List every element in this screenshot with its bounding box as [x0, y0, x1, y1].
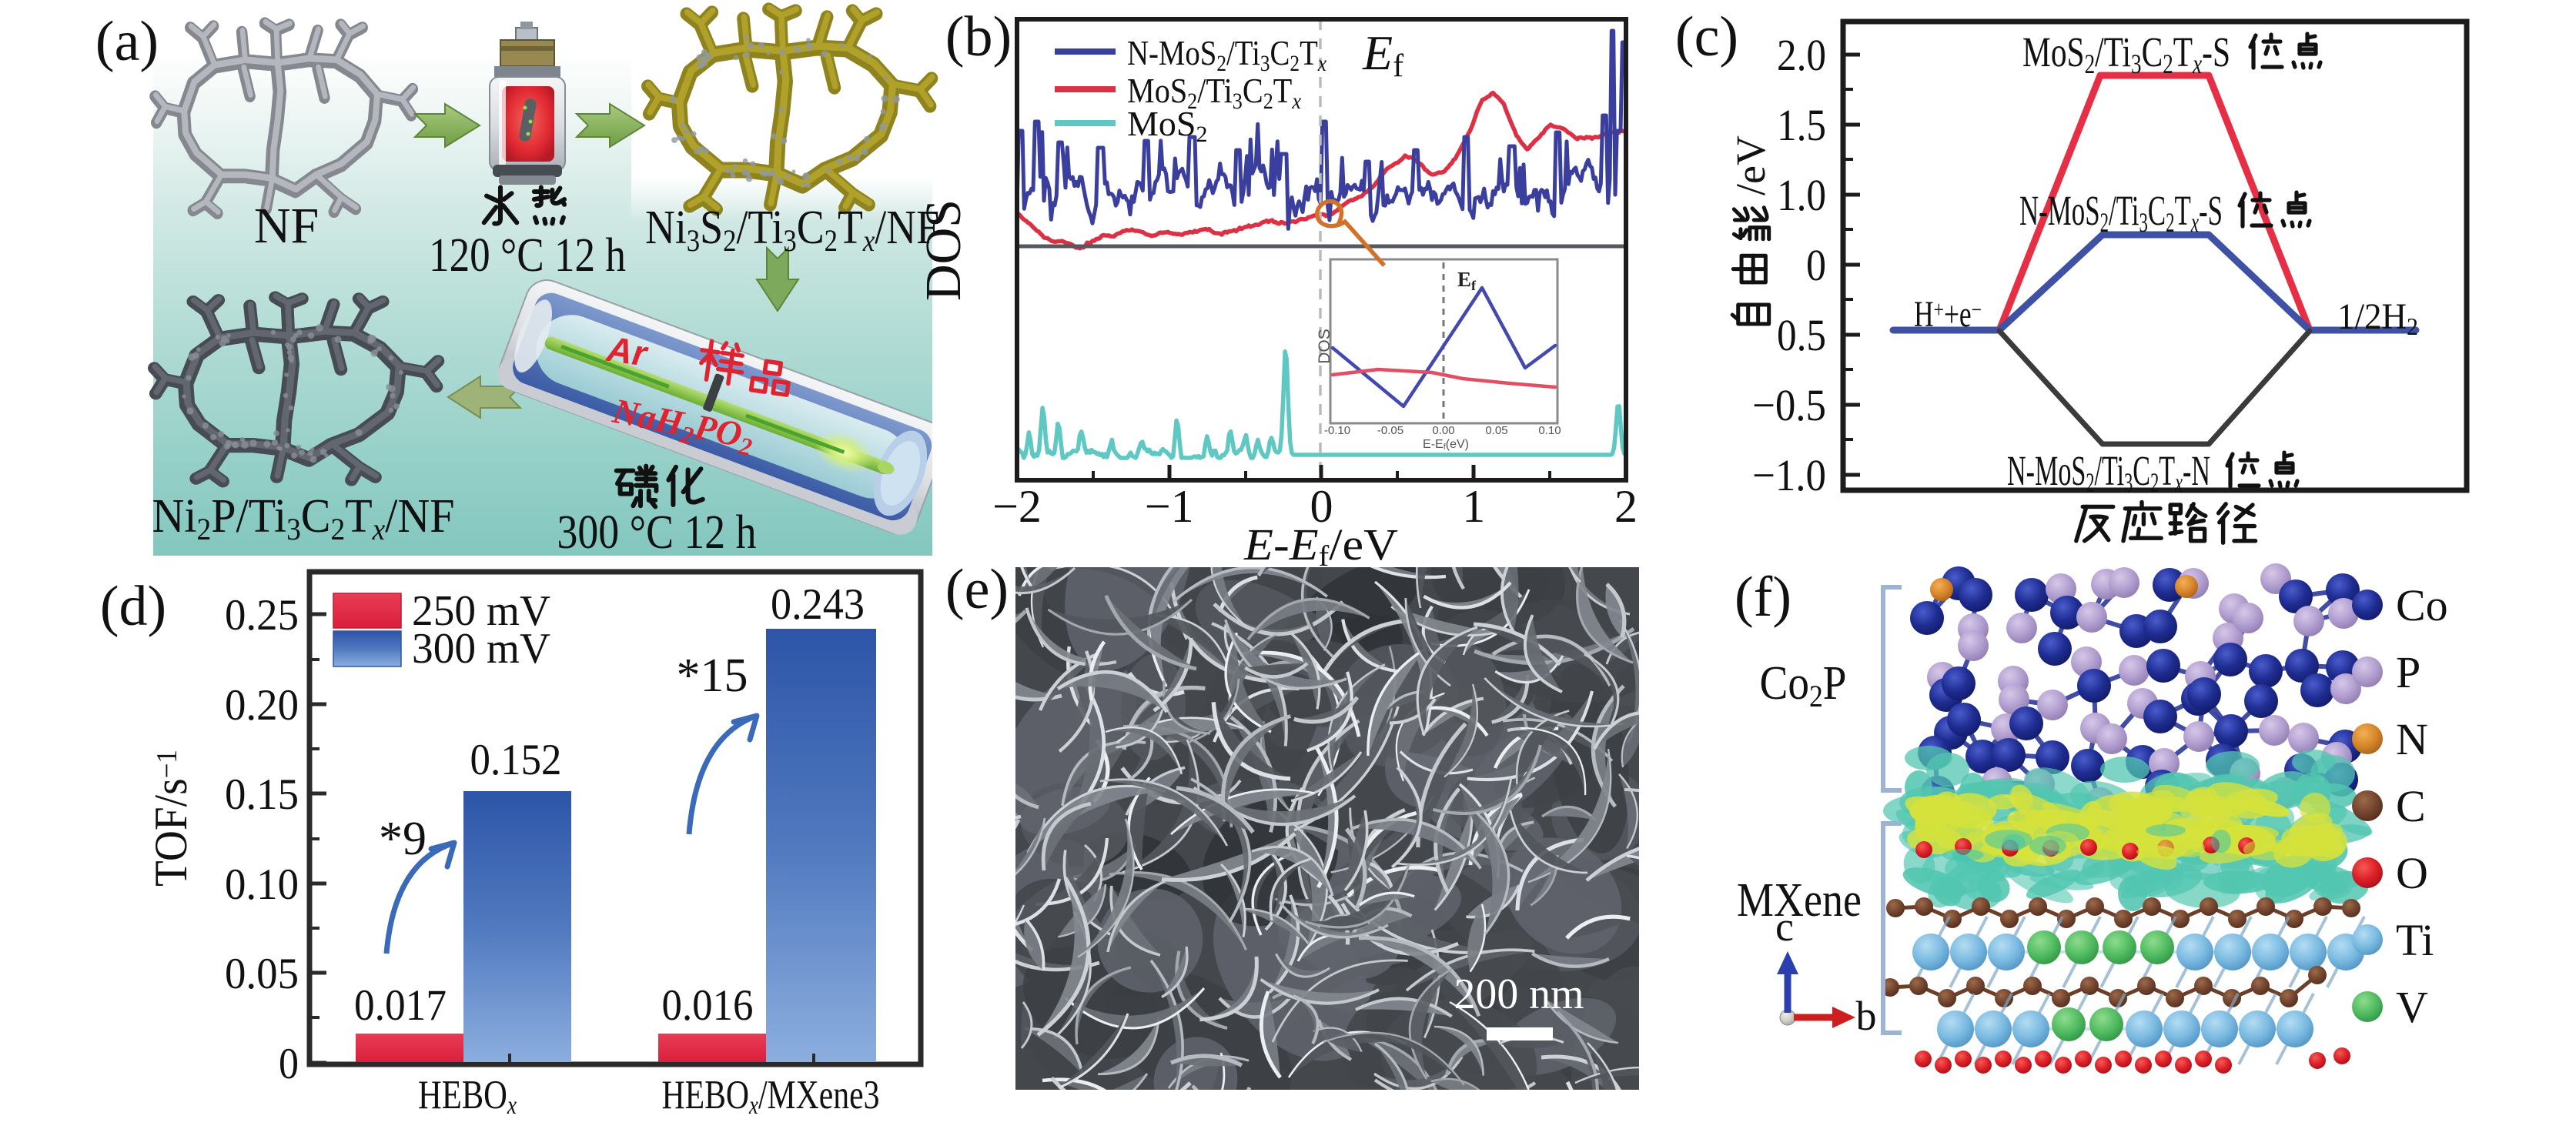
- svg-text:0.152: 0.152: [470, 736, 562, 784]
- svg-text:N-MoS2/Ti3C2Tx: N-MoS2/Ti3C2Tx: [1127, 33, 1327, 76]
- svg-text:V: V: [2396, 982, 2428, 1032]
- svg-text:0.25: 0.25: [225, 591, 299, 640]
- svg-text:Ef: Ef: [1457, 268, 1477, 293]
- svg-text:0.5: 0.5: [1777, 310, 1826, 360]
- svg-text:Ar: Ar: [604, 329, 651, 374]
- svg-text:0.00: 0.00: [1432, 424, 1454, 437]
- svg-text:P: P: [2396, 647, 2420, 697]
- svg-text:(a): (a): [95, 10, 159, 73]
- svg-text:DOS: DOS: [915, 199, 972, 301]
- svg-text:1: 1: [1462, 481, 1485, 532]
- svg-text:0.016: 0.016: [662, 981, 754, 1030]
- svg-text:−2: −2: [992, 481, 1042, 532]
- svg-text:300 mV: 300 mV: [412, 625, 550, 673]
- svg-text:HEBOx: HEBOx: [418, 1073, 517, 1120]
- svg-text:MoS2: MoS2: [1127, 104, 1207, 147]
- svg-text:MXene: MXene: [1737, 874, 1862, 927]
- svg-text:0.20: 0.20: [225, 681, 299, 730]
- svg-text:Co: Co: [2396, 580, 2448, 630]
- svg-text:*9: *9: [379, 813, 427, 865]
- svg-text:250 mV: 250 mV: [412, 587, 550, 635]
- svg-text:1/2H2: 1/2H2: [2337, 296, 2418, 340]
- svg-text:200 nm: 200 nm: [1454, 970, 1584, 1018]
- svg-text:Ti: Ti: [2396, 915, 2434, 965]
- svg-text:(d): (d): [100, 575, 166, 638]
- svg-text:0.243: 0.243: [771, 580, 865, 629]
- svg-text:0: 0: [1806, 240, 1826, 290]
- svg-text:−1.0: −1.0: [1752, 450, 1826, 500]
- svg-text:(f): (f): [1735, 566, 1791, 629]
- svg-text:0.017: 0.017: [354, 981, 447, 1030]
- svg-text:b: b: [1856, 993, 1877, 1039]
- svg-text:/eV: /eV: [1728, 135, 1774, 195]
- svg-text:0.10: 0.10: [1538, 424, 1561, 437]
- svg-text:1.5: 1.5: [1777, 100, 1826, 150]
- svg-text:*15: *15: [677, 650, 748, 702]
- svg-text:Co2P: Co2P: [1760, 657, 1847, 713]
- svg-text:N-MoS2/Ti3C2Tx-S: N-MoS2/Ti3C2Tx-S: [2019, 187, 2223, 238]
- svg-text:0: 0: [1310, 481, 1333, 532]
- svg-text:(c): (c): [1675, 5, 1738, 68]
- svg-text:0.05: 0.05: [225, 950, 299, 998]
- svg-text:DOS: DOS: [1316, 329, 1333, 364]
- svg-text:c: c: [1775, 904, 1794, 950]
- svg-text:O: O: [2396, 848, 2428, 898]
- svg-text:N: N: [2396, 714, 2428, 764]
- svg-text:1.0: 1.0: [1777, 170, 1826, 220]
- svg-text:−0.5: −0.5: [1752, 380, 1826, 430]
- svg-text:(b): (b): [945, 5, 1012, 68]
- svg-text:2.0: 2.0: [1777, 30, 1826, 80]
- svg-text:0: 0: [279, 1040, 299, 1088]
- svg-text:300 °C 12 h: 300 °C 12 h: [557, 506, 757, 559]
- svg-text:120 °C 12 h: 120 °C 12 h: [429, 229, 626, 282]
- svg-text:-0.05: -0.05: [1377, 424, 1403, 437]
- svg-text:MoS2/Ti3C2Tx: MoS2/Ti3C2Tx: [1127, 71, 1302, 114]
- svg-text:E-Ef/eV: E-E f/eV: [1243, 519, 1398, 573]
- svg-text:C: C: [2396, 781, 2426, 831]
- svg-text:NF: NF: [254, 198, 319, 254]
- svg-text:H++e−: H++e−: [1914, 294, 1982, 335]
- svg-text:HEBOx/MXene3: HEBOx/MXene3: [662, 1073, 880, 1120]
- svg-text:(e): (e): [945, 558, 1009, 621]
- svg-text:-0.10: -0.10: [1324, 424, 1350, 437]
- svg-text:0.05: 0.05: [1485, 424, 1507, 437]
- svg-text:−1: −1: [1145, 481, 1194, 532]
- svg-text:2: 2: [1614, 481, 1638, 532]
- svg-text:0.15: 0.15: [225, 770, 299, 819]
- svg-text:E-Ef(eV): E-Ef(eV): [1423, 438, 1469, 452]
- svg-text:0.10: 0.10: [225, 860, 299, 909]
